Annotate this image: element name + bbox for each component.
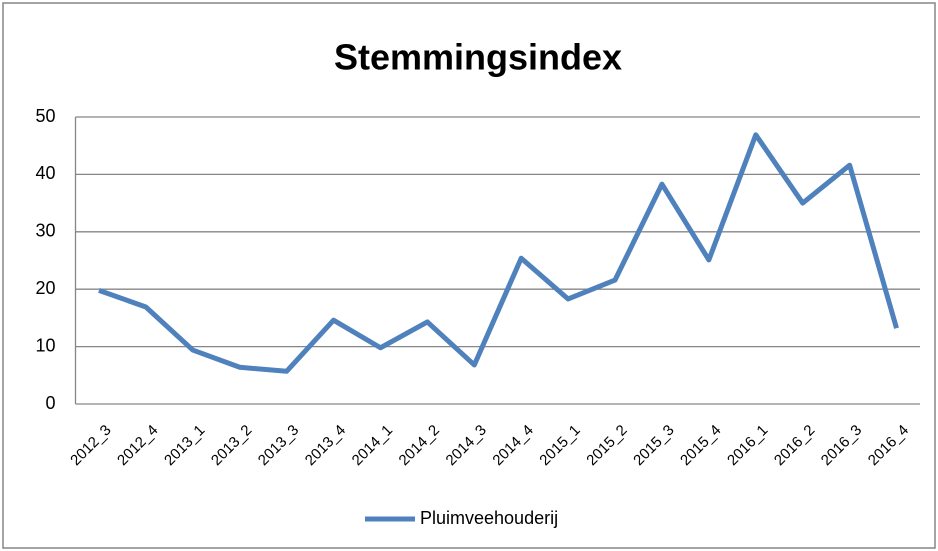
data-line xyxy=(98,132,899,374)
y-tick-label: 50 xyxy=(35,106,55,126)
y-tick-label: 0 xyxy=(45,393,55,413)
y-tick-label: 40 xyxy=(35,163,55,183)
y-tick-label: 10 xyxy=(35,335,55,355)
y-tick-label: 30 xyxy=(35,221,55,241)
chart-title: Stemmingsindex xyxy=(334,37,622,78)
legend-label: Pluimveehouderij xyxy=(420,508,558,528)
y-tick-label: 20 xyxy=(35,278,55,298)
